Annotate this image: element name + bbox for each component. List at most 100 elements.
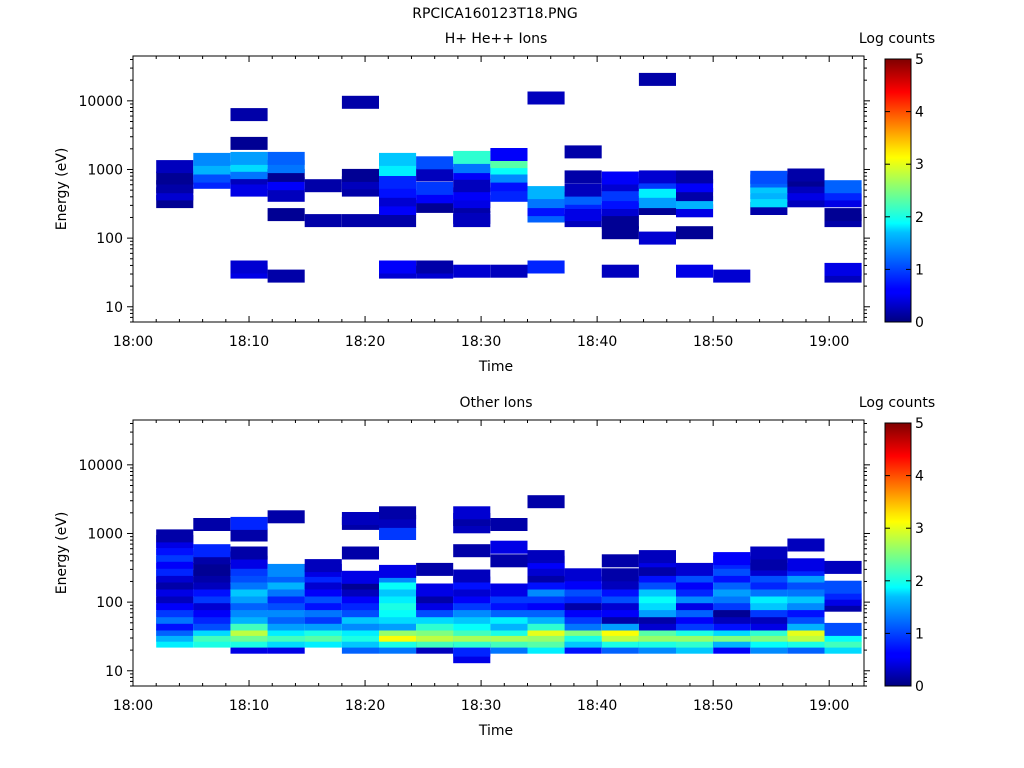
- heatmap-cell: [750, 170, 788, 184]
- y-tick-label: 100: [96, 595, 123, 611]
- heatmap-cell: [713, 552, 751, 566]
- heatmap-cell: [787, 168, 825, 182]
- heatmap-cell: [601, 226, 639, 240]
- heatmap-cell: [787, 538, 825, 552]
- heatmap-cell: [750, 557, 788, 571]
- x-tick-label: 18:30: [461, 334, 501, 350]
- heatmap-cells: [156, 495, 862, 664]
- heatmap-cell: [564, 208, 602, 222]
- x-tick-label: 18:40: [577, 698, 617, 714]
- heatmap-cell: [638, 231, 676, 245]
- heatmap-cell: [230, 546, 268, 560]
- panel-title: H+ He++ Ions: [445, 31, 548, 47]
- heatmap-cell: [527, 550, 565, 564]
- heatmap-cell: [601, 264, 639, 278]
- heatmap-cell: [453, 544, 491, 558]
- x-tick-label: 18:20: [345, 334, 385, 350]
- heatmap-cell: [379, 260, 417, 274]
- heatmap-cell: [527, 260, 565, 274]
- heatmap-cell: [267, 151, 305, 165]
- heatmap-cell: [304, 179, 342, 193]
- heatmap-cell: [638, 72, 676, 86]
- colorbar-tick-label: 2: [915, 574, 924, 590]
- y-tick-label: 1000: [87, 162, 123, 178]
- heatmap-cell: [193, 562, 231, 576]
- heatmap-cell: [453, 264, 491, 278]
- plot-frame: [132, 55, 865, 323]
- heatmap-cell: [601, 568, 639, 582]
- colorbar-tick-label: 4: [915, 469, 924, 485]
- heatmap-cell: [416, 562, 454, 576]
- y-tick-label: 10: [105, 664, 123, 680]
- x-tick-label: 18:10: [229, 698, 269, 714]
- x-tick-label: 18:20: [345, 698, 385, 714]
- heatmap-cell: [267, 510, 305, 524]
- heatmap-cell: [490, 518, 528, 531]
- colorbar-tick-label: 0: [915, 315, 924, 331]
- heatmap-cell: [341, 168, 379, 182]
- heatmap-cell: [379, 527, 417, 540]
- heatmap-cell: [416, 168, 454, 182]
- heatmap-cell: [230, 516, 268, 530]
- y-axis: 10 100 1000 10000: [78, 59, 870, 323]
- heatmap-cell: [638, 195, 676, 209]
- heatmap-cell: [267, 208, 305, 222]
- heatmap-cell: [230, 108, 268, 122]
- heatmap-cell: [379, 564, 417, 578]
- heatmap-cell: [379, 163, 417, 176]
- heatmap-cell: [601, 554, 639, 568]
- heatmap-cell: [267, 563, 305, 577]
- x-tick-label: 19:00: [809, 698, 849, 714]
- heatmap-cell: [341, 546, 379, 560]
- heatmap-cell: [490, 583, 528, 597]
- heatmap-cell: [416, 181, 454, 195]
- colorbar-tick-label: 3: [915, 521, 924, 537]
- panel-h-he-ions: H+ He++ Ions Log counts 18:00 18:10 18:20 1…: [54, 31, 935, 375]
- heatmap-cell: [824, 180, 862, 194]
- heatmap-cell: [824, 560, 862, 574]
- heatmap-cells: [156, 72, 862, 283]
- heatmap-cell: [527, 495, 565, 509]
- colorbar-tick-label: 3: [915, 157, 924, 173]
- heatmap-cell: [490, 148, 528, 161]
- colorbar-tick-label: 2: [915, 210, 924, 226]
- x-axis: 18:00 18:10 18:20 18:30 18:40 18:50 19:00: [113, 420, 853, 714]
- x-axis: 18:00 18:10 18:20 18:30 18:40 18:50 19:00: [113, 56, 853, 350]
- heatmap-cell: [564, 568, 602, 582]
- heatmap-cell: [490, 554, 528, 568]
- heatmap-cell: [230, 183, 268, 197]
- x-tick-label: 19:00: [809, 334, 849, 350]
- heatmap-cell: [638, 170, 676, 184]
- heatmap-cell: [453, 506, 491, 520]
- colorbar: [884, 422, 912, 687]
- heatmap-cell: [453, 150, 491, 164]
- heatmap-cell: [230, 260, 268, 274]
- heatmap-cell: [453, 179, 491, 193]
- heatmap-cell: [601, 215, 639, 229]
- heatmap-cell: [230, 136, 268, 150]
- heatmap-cell: [676, 562, 714, 576]
- y-tick-label: 1000: [87, 526, 123, 542]
- heatmap-cell: [416, 583, 454, 597]
- heatmap-cell: [193, 518, 231, 531]
- x-tick-label: 18:50: [693, 334, 733, 350]
- colorbar-tick-label: 4: [915, 105, 924, 121]
- y-axis-label: Energy (eV): [54, 148, 70, 231]
- heatmap-cell: [676, 226, 714, 240]
- heatmap-cell: [638, 550, 676, 564]
- colorbar-label: Log counts: [859, 31, 935, 47]
- heatmap-cell: [379, 214, 417, 228]
- heatmap-cell: [193, 152, 231, 166]
- plot-frame: [132, 419, 865, 687]
- heatmap-cell: [304, 559, 342, 573]
- heatmap-cell: [341, 214, 379, 228]
- y-tick-label: 100: [96, 231, 123, 247]
- heatmap-cell: [527, 91, 565, 105]
- heatmap-cell: [156, 160, 194, 174]
- x-axis-label: Time: [478, 359, 513, 375]
- x-tick-label: 18:40: [577, 334, 617, 350]
- heatmap-cell: [490, 188, 528, 202]
- heatmap-cell: [564, 170, 602, 184]
- heatmap-cell: [230, 151, 268, 165]
